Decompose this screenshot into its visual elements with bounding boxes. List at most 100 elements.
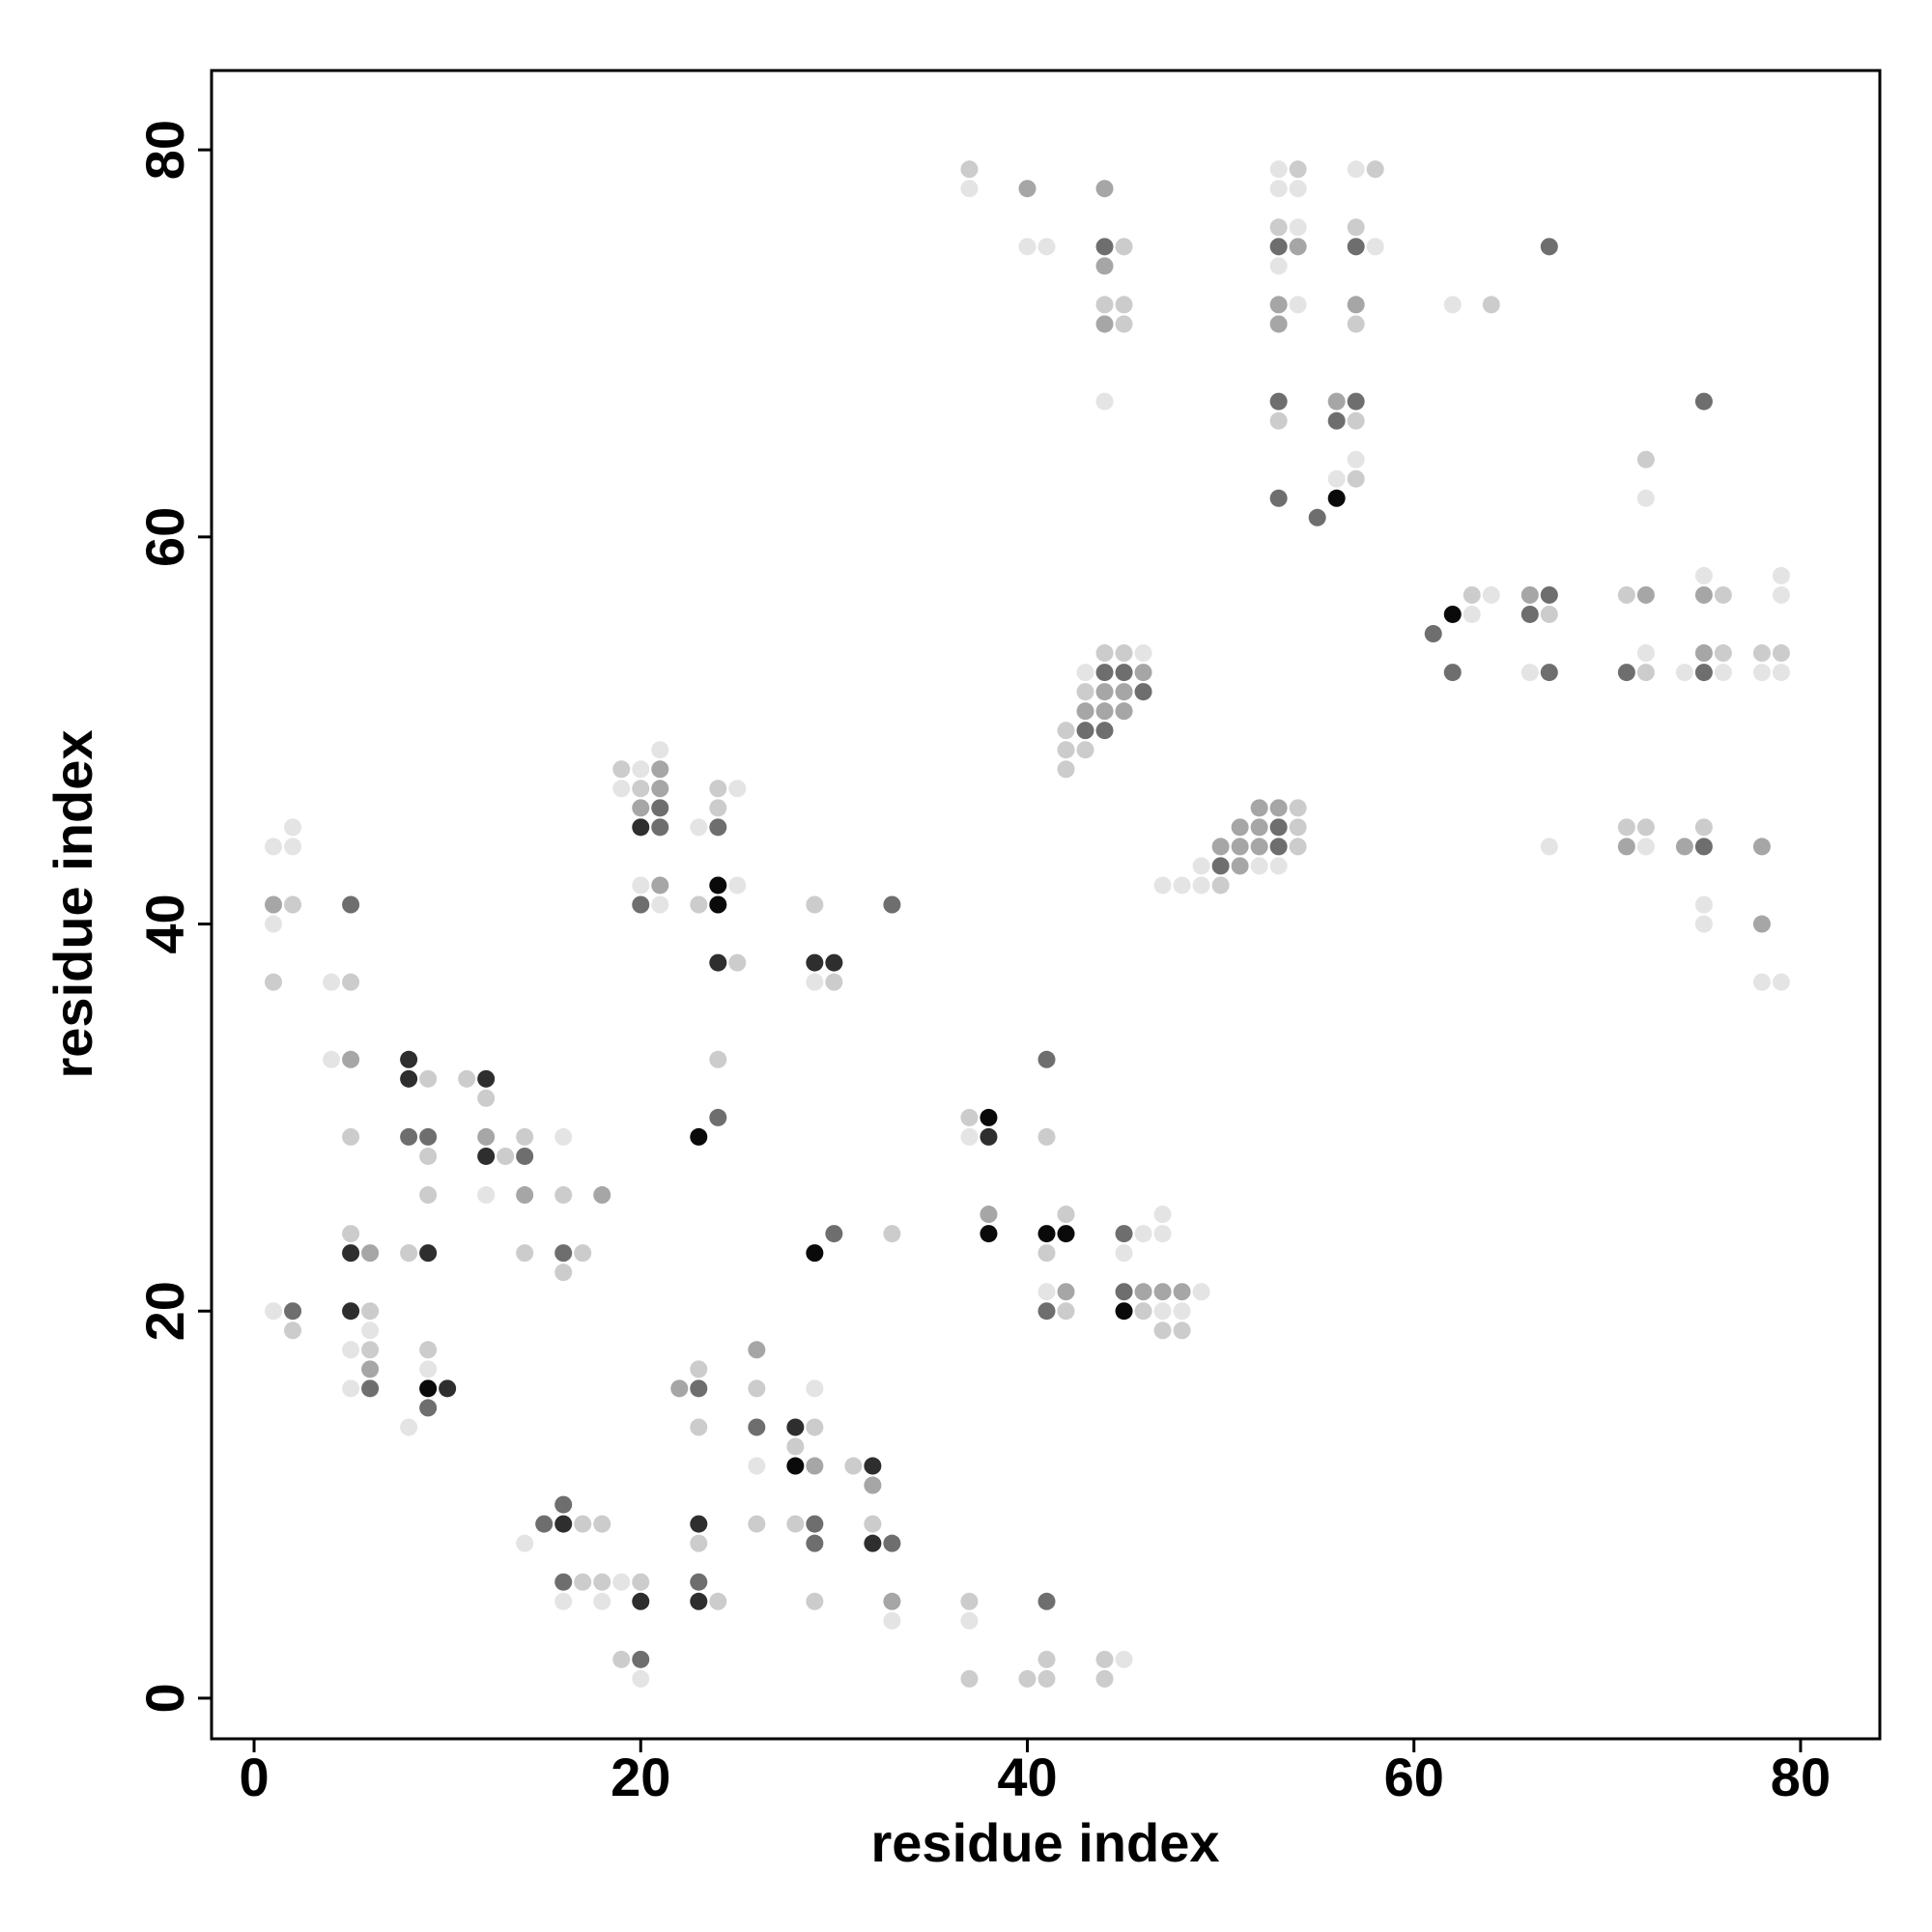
plot-frame — [210, 69, 1882, 1741]
point — [419, 1147, 438, 1165]
point — [806, 1534, 824, 1552]
point — [323, 973, 341, 991]
point — [265, 838, 283, 856]
point — [1366, 160, 1384, 179]
point — [825, 973, 843, 991]
point — [1115, 702, 1133, 721]
point — [806, 1515, 824, 1533]
point — [980, 1108, 998, 1126]
point — [1714, 644, 1732, 663]
point — [728, 953, 747, 972]
point — [786, 1515, 805, 1533]
point — [1115, 238, 1133, 256]
point — [748, 1418, 766, 1436]
point — [342, 1244, 360, 1263]
x-tick-label: 40 — [997, 1747, 1057, 1807]
point — [419, 1379, 438, 1398]
point — [1694, 664, 1713, 682]
point — [1694, 895, 1713, 914]
point — [439, 1379, 457, 1398]
point — [1076, 664, 1094, 682]
point — [1095, 180, 1114, 198]
point — [1231, 857, 1249, 875]
y-tick-label: 20 — [134, 1281, 195, 1341]
point — [323, 1050, 341, 1068]
point — [1520, 605, 1539, 623]
point — [1192, 857, 1210, 875]
point — [786, 1418, 805, 1436]
point — [1694, 915, 1713, 933]
point — [554, 1592, 573, 1610]
point — [419, 1399, 438, 1417]
point — [1347, 296, 1365, 314]
point — [1057, 1225, 1075, 1243]
point — [709, 1050, 727, 1068]
point — [651, 780, 669, 798]
point — [1636, 838, 1655, 856]
point — [1424, 625, 1442, 643]
point — [1115, 1225, 1133, 1243]
point — [1095, 644, 1114, 663]
point — [612, 760, 631, 779]
point — [1520, 585, 1539, 604]
point — [709, 953, 727, 972]
point — [1037, 1592, 1056, 1610]
point — [1037, 1225, 1056, 1243]
point — [690, 1515, 708, 1533]
point — [883, 1534, 901, 1552]
point — [1115, 644, 1133, 663]
point — [1269, 412, 1288, 430]
point — [1057, 741, 1075, 759]
point — [361, 1244, 380, 1263]
point — [670, 1379, 689, 1398]
point — [1347, 238, 1365, 256]
point — [1231, 838, 1249, 856]
point — [1250, 818, 1268, 837]
point — [1289, 238, 1307, 256]
point — [1037, 1283, 1056, 1301]
point — [651, 876, 669, 895]
point — [1095, 257, 1114, 275]
point — [960, 1592, 979, 1610]
point — [1308, 508, 1326, 526]
point — [1675, 838, 1693, 856]
y-axis-title: residue index — [43, 729, 103, 1078]
point — [1153, 1206, 1172, 1224]
point — [1694, 818, 1713, 837]
point — [477, 1069, 496, 1088]
point — [864, 1476, 882, 1494]
point — [960, 1108, 979, 1126]
point — [593, 1186, 611, 1205]
point — [806, 1418, 824, 1436]
point — [1153, 1283, 1172, 1301]
point — [1076, 722, 1094, 740]
point — [342, 895, 360, 914]
point — [284, 1321, 302, 1340]
point — [1250, 857, 1268, 875]
point — [1636, 664, 1655, 682]
x-axis-title: residue index — [870, 1812, 1219, 1873]
point — [1520, 664, 1539, 682]
point — [1173, 876, 1191, 895]
point — [1018, 180, 1037, 198]
point — [960, 1127, 979, 1146]
point — [1115, 683, 1133, 701]
point — [709, 799, 727, 817]
point — [1772, 664, 1790, 682]
point — [400, 1127, 418, 1146]
point — [709, 1592, 727, 1610]
point — [806, 953, 824, 972]
point — [1366, 238, 1384, 256]
point — [1347, 469, 1365, 488]
point — [651, 818, 669, 837]
point — [361, 1302, 380, 1321]
point — [535, 1515, 554, 1533]
point — [632, 1592, 650, 1610]
point — [612, 1650, 631, 1668]
point — [342, 1225, 360, 1243]
point — [690, 1592, 708, 1610]
point — [400, 1069, 418, 1088]
point — [1211, 857, 1230, 875]
point — [1694, 585, 1713, 604]
point — [960, 160, 979, 179]
